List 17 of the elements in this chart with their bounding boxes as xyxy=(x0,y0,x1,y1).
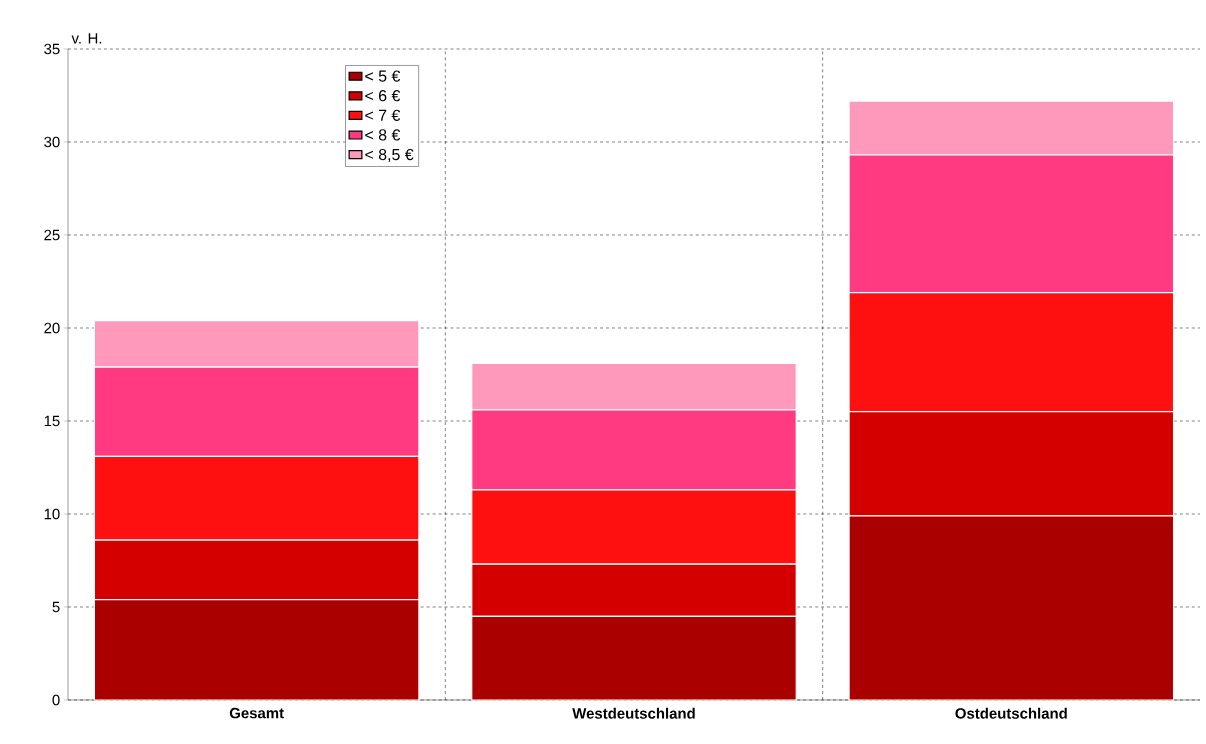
y-tick-label: 20 xyxy=(44,322,60,334)
y-tick-label: 0 xyxy=(52,694,60,706)
y-tick-label: 10 xyxy=(44,508,60,520)
y-tick-label: 30 xyxy=(44,136,60,148)
y-tick-label: 25 xyxy=(44,229,60,241)
x-tick-label: Westdeutschland xyxy=(572,707,695,719)
legend-label: < 8,5 € xyxy=(365,148,414,163)
legend-label: < 6 € xyxy=(365,90,401,102)
x-tick-label: Ostdeutschland xyxy=(955,707,1067,719)
x-tick-label: Gesamt xyxy=(229,707,284,719)
legend-label: < 5 € xyxy=(365,70,401,82)
legend-label: < 7 € xyxy=(365,109,401,121)
legend-label: < 8 € xyxy=(365,129,401,141)
y-tick-label: 35 xyxy=(44,43,60,55)
y-axis-title: v. H. xyxy=(71,33,102,44)
y-tick-label: 15 xyxy=(44,415,60,427)
y-tick-label: 5 xyxy=(52,601,60,613)
